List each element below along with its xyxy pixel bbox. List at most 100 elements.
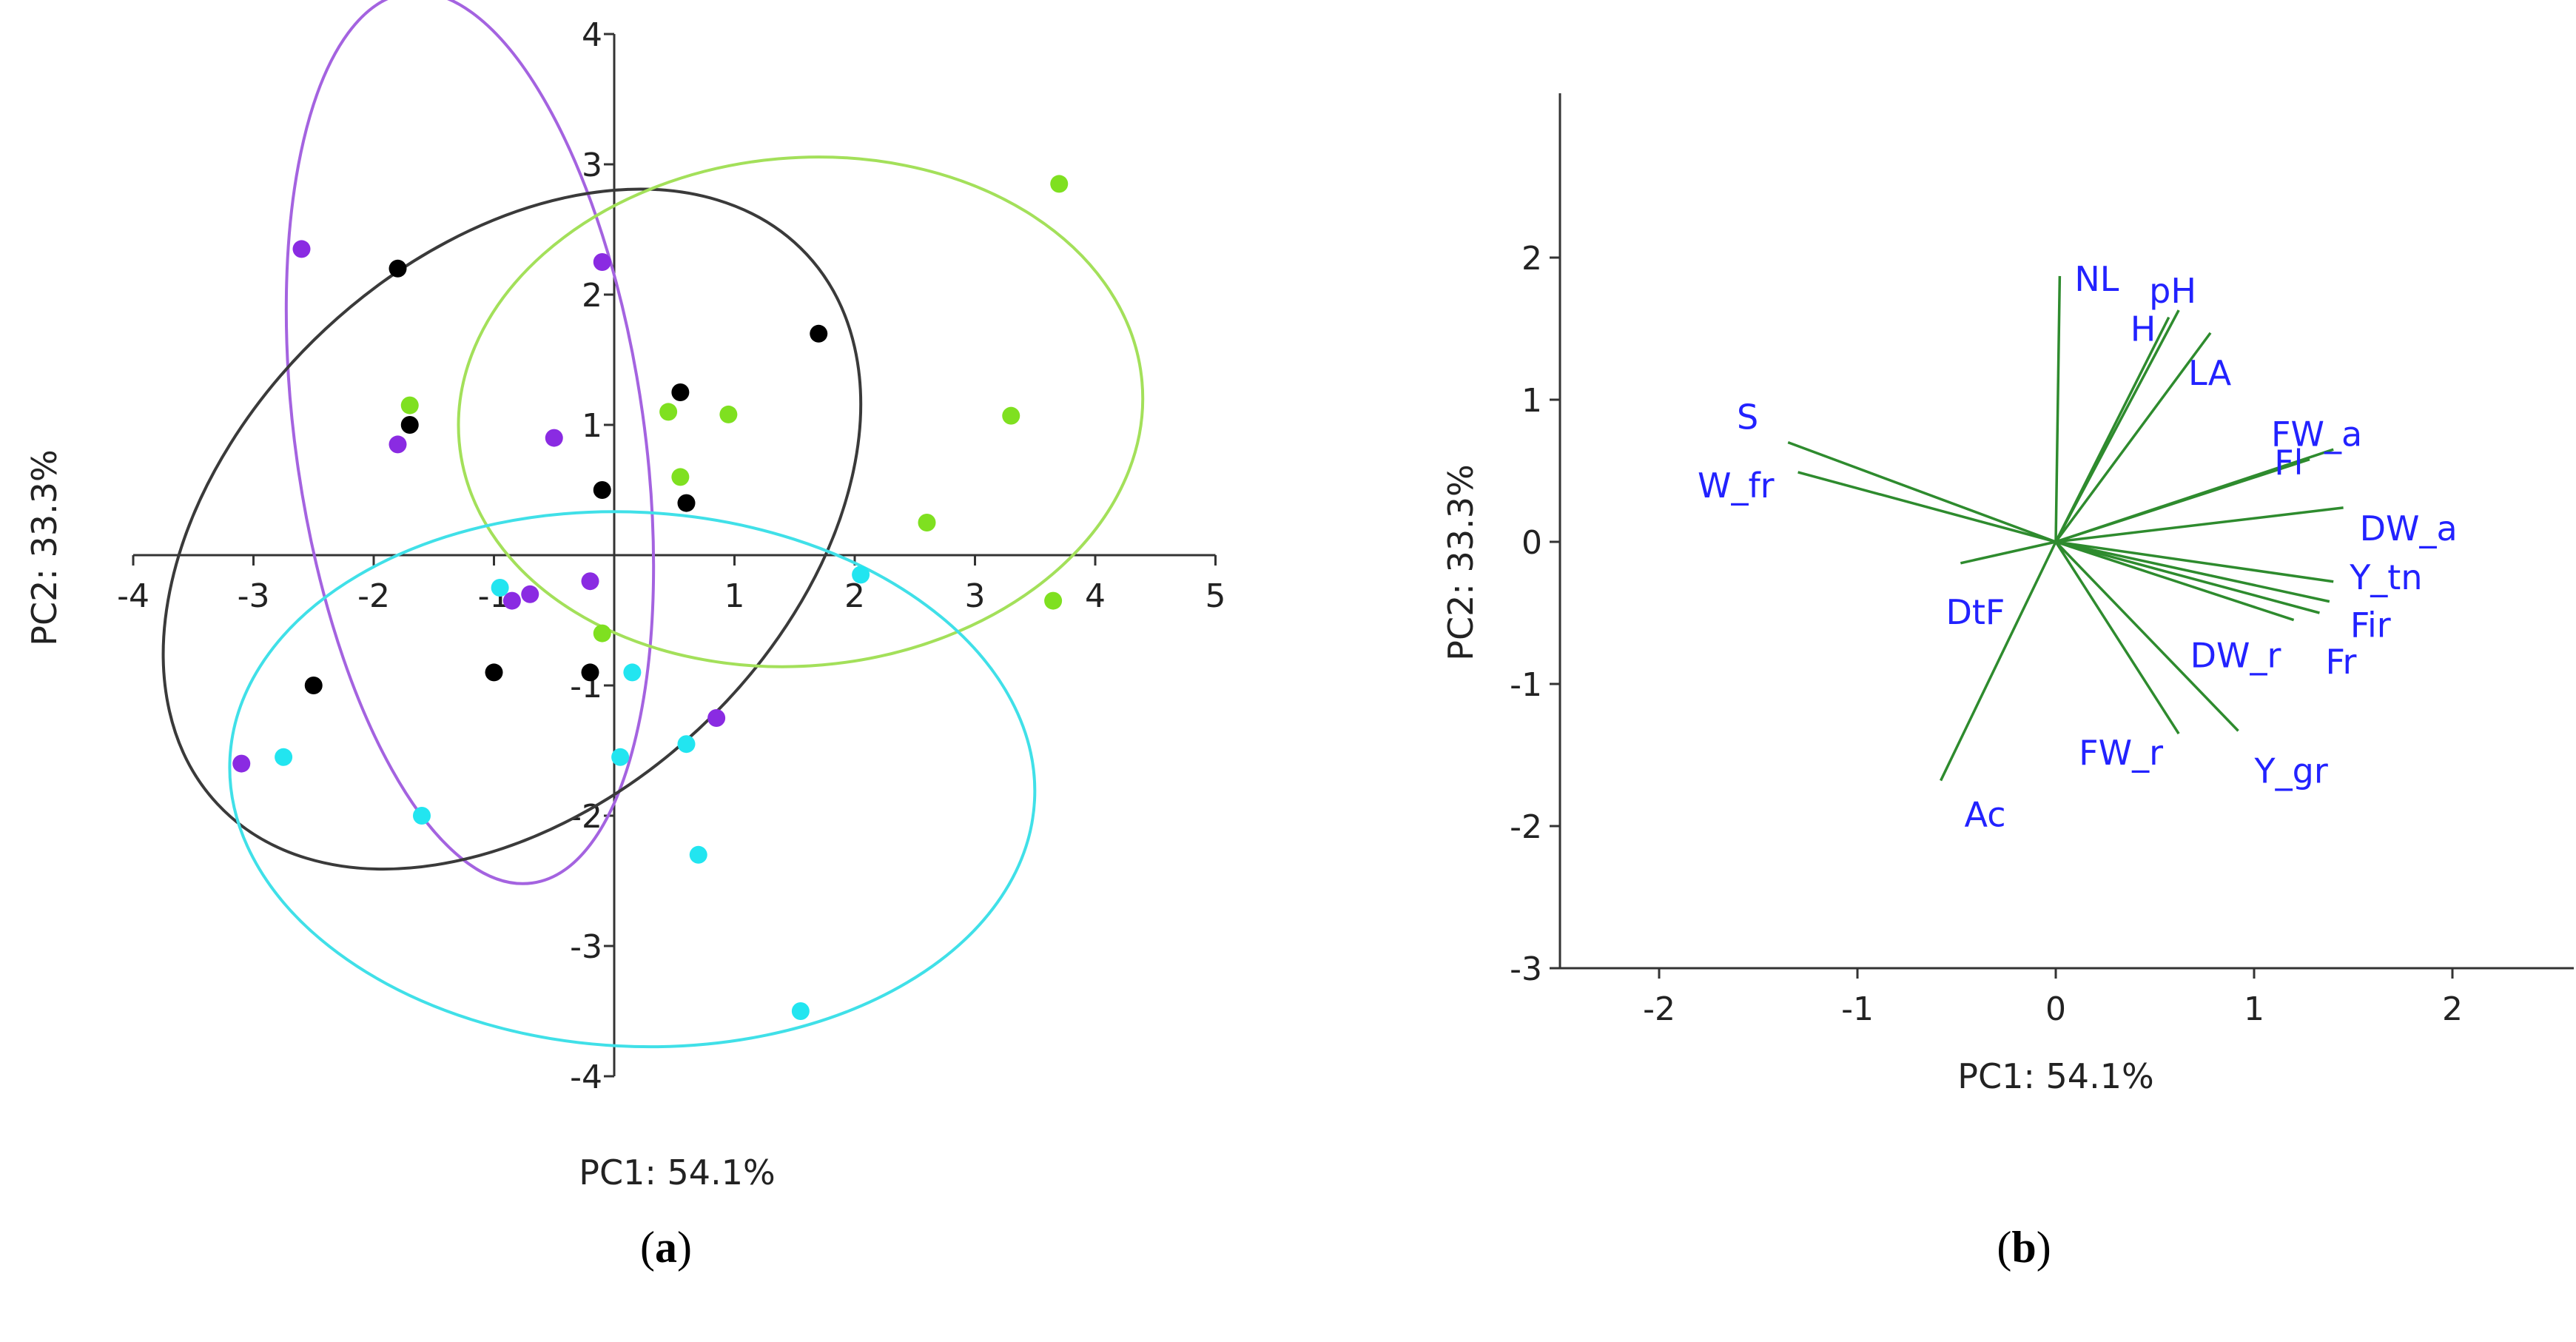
group-purple-point (502, 591, 521, 610)
group-green-point (671, 468, 690, 486)
vector-s (1787, 440, 2057, 543)
x-tick-label: 5 (1205, 577, 1226, 615)
x-tick-label: -3 (238, 577, 270, 615)
y-tick-label-b: -3 (1510, 950, 1542, 988)
vector-dw-r (2055, 540, 2295, 622)
group-cyan-point (413, 807, 431, 825)
x-tick-label-b: 1 (2244, 990, 2264, 1028)
y-tick-label-b: -2 (1510, 808, 1542, 846)
group-cyan-point (275, 748, 293, 766)
group-black-point (677, 494, 696, 512)
ellipse-green (457, 155, 1145, 668)
x-tick-label: -4 (117, 577, 149, 615)
vector-label-w-fr: W_fr (1698, 466, 1775, 506)
vector-label-nl: NL (2074, 259, 2119, 299)
group-green-point (400, 396, 419, 415)
group-green-point (918, 514, 936, 531)
vector-label-ac: Ac (1965, 795, 2006, 835)
vector-la (2054, 332, 2212, 543)
vector-label-fl: Fl (2274, 443, 2303, 483)
y-tick-label: 1 (582, 407, 602, 445)
vector-h (2054, 316, 2170, 543)
y-tick-label: -4 (570, 1058, 602, 1096)
y-tick-label-b: 2 (1521, 240, 1542, 278)
group-purple-point (521, 585, 539, 603)
group-black-point (389, 259, 407, 278)
group-purple-point (545, 429, 563, 447)
group-green-point (659, 403, 678, 421)
y-axis-title: PC2: 33.3% (24, 449, 64, 645)
x-tick-label: 2 (844, 577, 865, 615)
group-cyan-point (852, 566, 870, 584)
group-green-point (593, 624, 611, 643)
y-tick-label-b: -1 (1510, 666, 1542, 704)
group-purple-point (581, 572, 599, 591)
ellipse-black (161, 187, 863, 871)
vector-dw-a (2055, 506, 2344, 543)
x-tick-label-b: -1 (1841, 990, 1874, 1028)
vector-dtf (1960, 540, 2057, 565)
ellipse-cyan (228, 510, 1037, 1049)
x-tick-label: -2 (357, 577, 390, 615)
vector-label-y-gr: Y_gr (2254, 751, 2328, 791)
group-green-point (719, 405, 738, 423)
vector-fir (2055, 540, 2330, 603)
x-axis-title: PC1: 54.1% (579, 1153, 775, 1192)
group-black-point (304, 677, 323, 694)
group-cyan-point (623, 663, 642, 682)
vector-label-dtf: DtF (1946, 592, 2005, 632)
vector-label-dw-a: DW_a (2360, 509, 2458, 548)
vector-ac (1939, 541, 2057, 782)
x-tick-label: 3 (965, 577, 986, 615)
group-purple-point (389, 435, 407, 454)
group-black-point (671, 383, 690, 401)
x-tick-label-b: 2 (2442, 990, 2463, 1028)
group-purple-point (232, 754, 251, 773)
x-tick-label-b: 0 (2045, 990, 2066, 1028)
vector-label-h: H (2131, 309, 2156, 349)
vector-y-gr (2054, 540, 2239, 732)
group-green-point (1050, 175, 1069, 193)
ellipse-purple (284, 0, 656, 885)
group-purple-point (292, 240, 311, 258)
y-tick-label-b: 0 (1521, 524, 1542, 562)
vector-label-fir: Fir (2350, 605, 2391, 645)
group-black-point (810, 324, 828, 343)
y-axis-title-b: PC2: 33.3% (1441, 464, 1481, 660)
group-black-point (593, 481, 611, 499)
vector-label-s: S (1737, 397, 1758, 437)
vector-w-fr (1798, 471, 2057, 543)
vector-label-fw-r: FW_r (2079, 733, 2163, 773)
x-tick-label-b: -2 (1643, 990, 1675, 1028)
group-green-point (1044, 591, 1063, 610)
vector-fl (2055, 448, 2334, 543)
vector-fw-r (2054, 541, 2180, 735)
vector-label-fr: Fr (2325, 642, 2356, 682)
vector-y-tn (2055, 540, 2334, 583)
group-cyan-point (491, 579, 509, 597)
vector-label-y-tn: Y_tn (2349, 557, 2422, 597)
x-tick-label: 1 (724, 577, 745, 615)
group-black-point (400, 416, 419, 434)
vector-label-dw-r: DW_r (2190, 636, 2281, 676)
y-tick-label: 3 (582, 147, 602, 184)
vector-label-ph: pH (2149, 271, 2196, 311)
group-black-point (581, 663, 599, 682)
group-cyan-point (791, 1002, 810, 1020)
group-cyan-point (677, 735, 696, 754)
group-black-point (485, 663, 503, 682)
x-axis-title-b: PC1: 54.1% (1957, 1056, 2153, 1096)
vector-nl (2054, 275, 2062, 543)
x-tick-label: 4 (1085, 577, 1106, 615)
y-tick-label: -3 (570, 928, 602, 966)
group-cyan-point (689, 845, 707, 864)
y-tick-label: 2 (582, 277, 602, 315)
group-purple-point (707, 709, 726, 727)
group-green-point (1002, 406, 1020, 425)
group-cyan-point (611, 748, 630, 766)
group-purple-point (593, 253, 611, 271)
y-tick-label-b: 1 (1521, 382, 1542, 420)
vector-label-la: LA (2188, 353, 2232, 393)
